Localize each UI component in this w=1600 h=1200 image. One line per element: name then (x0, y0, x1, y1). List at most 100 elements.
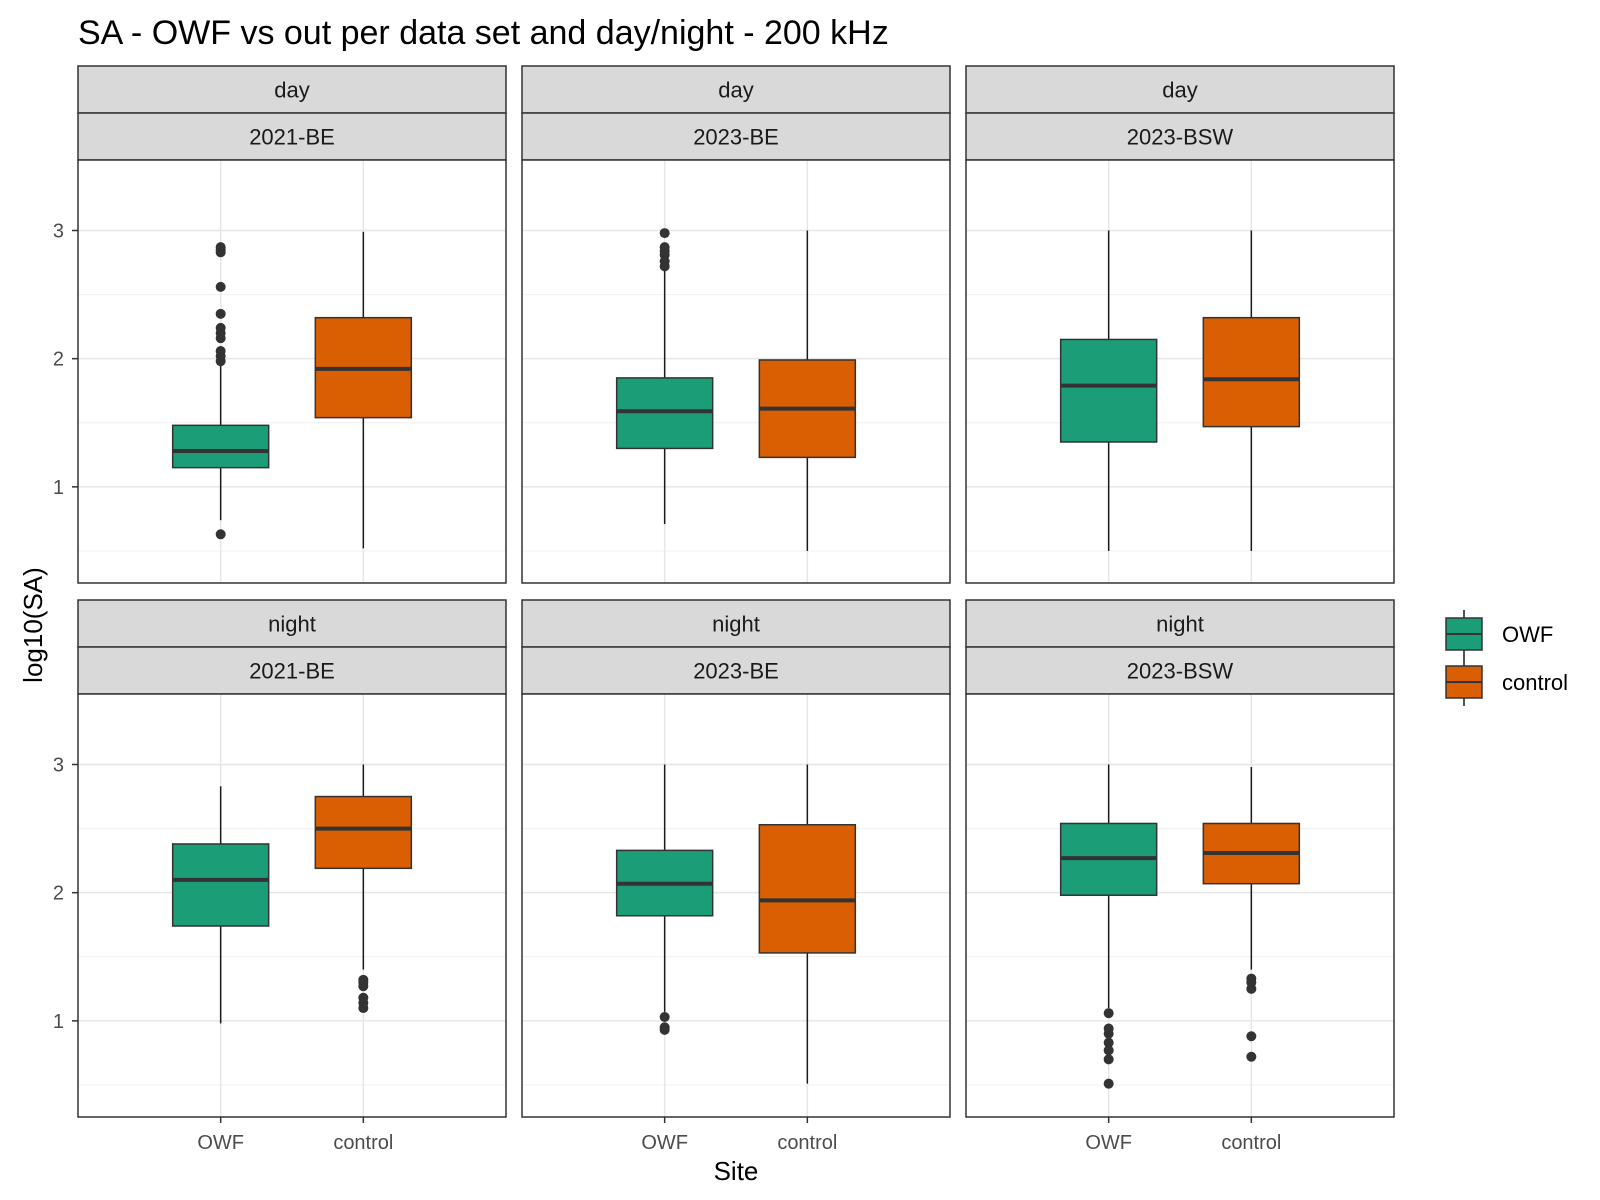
box-iqr (758, 823, 857, 954)
box-control (314, 764, 413, 1014)
panel-background (966, 694, 1394, 1117)
strip-row-bg (77, 65, 507, 114)
strip-col-bg (965, 112, 1395, 161)
outlier-point (358, 974, 369, 985)
x-tick-label: OWF (1085, 1132, 1132, 1154)
strip-label-row: night (712, 612, 760, 637)
box-iqr (1059, 338, 1158, 443)
outlier-point (1103, 1008, 1114, 1019)
box-control (758, 764, 857, 1084)
panel-border (965, 159, 1395, 584)
box-OWF (615, 764, 714, 1035)
box-control (1202, 767, 1301, 1062)
panel-border (77, 693, 507, 1118)
legend-label: OWF (1502, 622, 1553, 647)
chart-title: SA - OWF vs out per data set and day/nig… (78, 14, 889, 52)
outlier-point (659, 228, 670, 239)
legend: OWF control (1445, 610, 1568, 706)
panel-border (77, 159, 507, 584)
strip-row-bg (521, 65, 951, 114)
legend-entry: control (1445, 658, 1568, 706)
box-OWF (1059, 764, 1158, 1089)
facet-panel: night 2023-BSW OWF control (965, 599, 1395, 1154)
outlier-point (1246, 1051, 1257, 1062)
x-tick-label: control (1221, 1132, 1281, 1154)
panel-border (521, 693, 951, 1118)
panel-background (78, 694, 506, 1117)
panel-background (966, 160, 1394, 583)
y-tick-label: 2 (53, 349, 64, 371)
outlier-point (215, 529, 226, 540)
panel-border (521, 159, 951, 584)
strip-label-col: 2021-BE (249, 125, 335, 150)
box-control (1202, 230, 1301, 551)
outlier-point (215, 242, 226, 253)
box-OWF (171, 242, 270, 540)
x-axis-title: Site (714, 1156, 759, 1186)
legend-label: control (1502, 670, 1568, 695)
outlier-point (1103, 1054, 1114, 1065)
panel-background (522, 160, 950, 583)
box-iqr (171, 843, 270, 927)
outlier-point (215, 322, 226, 333)
facet-panel: day 2023-BE (521, 65, 951, 584)
y-tick-label: 2 (53, 883, 64, 905)
box-control (314, 231, 413, 549)
strip-label-row: day (1162, 78, 1197, 103)
strip-row-bg (77, 599, 507, 648)
box-control (758, 230, 857, 551)
x-tick-label: control (333, 1132, 393, 1154)
panel-border (965, 693, 1395, 1118)
outlier-point (1103, 1037, 1114, 1048)
outlier-point (1103, 1045, 1114, 1056)
strip-label-col: 2023-BSW (1127, 659, 1234, 684)
legend-entry: OWF (1445, 610, 1553, 658)
outlier-point (215, 345, 226, 356)
box-iqr (171, 424, 270, 469)
strip-col-bg (521, 646, 951, 695)
box-iqr (1202, 316, 1301, 428)
box-iqr (314, 795, 413, 870)
x-tick-label: control (777, 1132, 837, 1154)
facet-panel: day 2021-BE 1 2 3 (53, 65, 507, 584)
panel-background (78, 160, 506, 583)
strip-row-bg (965, 65, 1395, 114)
facet-panels: day 2021-BE 1 2 3 day 2023-BE day 2023-BSW night 2… (53, 65, 1395, 1154)
strip-label-col: 2021-BE (249, 659, 335, 684)
x-tick-label: OWF (197, 1132, 244, 1154)
facet-panel: night 2021-BE 1 2 3 OWF control (53, 599, 507, 1154)
strip-col-bg (965, 646, 1395, 695)
strip-label-row: day (274, 78, 309, 103)
strip-row-bg (521, 599, 951, 648)
panel-background (522, 694, 950, 1117)
box-OWF (171, 786, 270, 1024)
strip-label-col: 2023-BSW (1127, 125, 1234, 150)
outlier-point (659, 242, 670, 253)
outlier-point (659, 1012, 670, 1023)
box-OWF (615, 228, 714, 525)
outlier-point (1103, 1023, 1114, 1034)
outlier-point (215, 308, 226, 319)
y-tick-label: 3 (53, 755, 64, 777)
x-tick-label: OWF (641, 1132, 688, 1154)
outlier-point (659, 1022, 670, 1033)
strip-label-row: night (268, 612, 316, 637)
facet-panel: night 2023-BE OWF control (521, 599, 951, 1154)
strip-label-col: 2023-BE (693, 125, 779, 150)
y-axis-title: log10(SA) (18, 567, 48, 683)
y-tick-label: 1 (53, 477, 64, 499)
y-tick-label: 1 (53, 1011, 64, 1033)
outlier-point (358, 992, 369, 1003)
outlier-point (1246, 973, 1257, 984)
outlier-point (1246, 1031, 1257, 1042)
strip-label-row: night (1156, 612, 1204, 637)
outlier-point (1103, 1078, 1114, 1089)
strip-label-row: day (718, 78, 753, 103)
box-OWF (1059, 230, 1158, 551)
facet-panel: day 2023-BSW (965, 65, 1395, 584)
strip-label-col: 2023-BE (693, 659, 779, 684)
strip-col-bg (77, 646, 507, 695)
y-tick-label: 3 (53, 221, 64, 243)
strip-row-bg (965, 599, 1395, 648)
